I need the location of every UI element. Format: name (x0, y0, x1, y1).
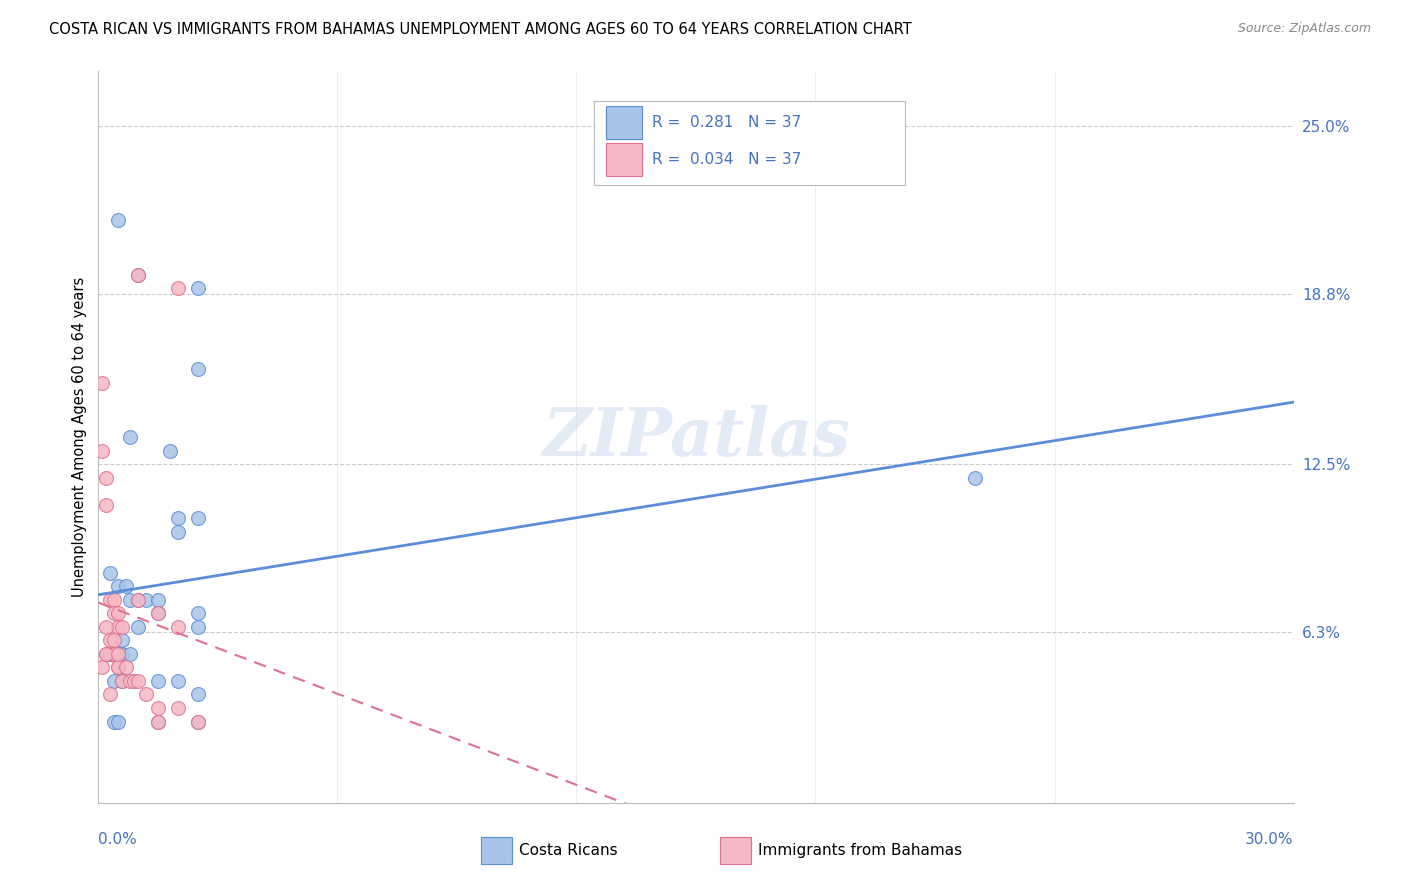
Point (135, 592, 157, 607)
Point (103, 714, 125, 729)
Point (96, 647, 118, 661)
Point (107, 647, 129, 661)
Point (107, 647, 129, 661)
Point (127, 673, 149, 688)
Point (107, 660, 129, 674)
Point (187, 281, 209, 295)
Point (107, 714, 129, 729)
Point (107, 660, 129, 674)
Point (111, 673, 134, 688)
Point (148, 714, 170, 729)
Point (107, 620, 129, 634)
FancyBboxPatch shape (595, 101, 905, 185)
Text: COSTA RICAN VS IMMIGRANTS FROM BAHAMAS UNEMPLOYMENT AMONG AGES 60 TO 64 YEARS CO: COSTA RICAN VS IMMIGRANTS FROM BAHAMAS U… (49, 22, 912, 37)
Text: ZIPatlas: ZIPatlas (543, 405, 849, 469)
Point (96, 498, 118, 512)
Point (135, 688, 157, 702)
Point (187, 714, 209, 729)
Text: Costa Ricans: Costa Ricans (519, 843, 617, 858)
Point (187, 362, 209, 376)
Point (127, 268, 149, 282)
Point (187, 511, 209, 525)
Point (159, 443, 181, 458)
Point (127, 592, 149, 607)
FancyBboxPatch shape (481, 838, 512, 863)
Point (107, 606, 129, 620)
Point (115, 579, 138, 593)
Point (127, 268, 149, 282)
Point (103, 647, 125, 661)
Text: R =  0.034   N = 37: R = 0.034 N = 37 (652, 152, 801, 167)
Point (111, 633, 134, 648)
Point (187, 714, 209, 729)
Text: Immigrants from Bahamas: Immigrants from Bahamas (758, 843, 962, 858)
Point (98, 688, 122, 702)
Point (115, 660, 138, 674)
Point (167, 620, 190, 634)
FancyBboxPatch shape (720, 838, 751, 863)
Point (96, 647, 118, 661)
Point (167, 511, 190, 525)
Point (103, 647, 125, 661)
Point (98, 647, 122, 661)
Point (148, 714, 170, 729)
Point (107, 213, 129, 227)
Point (187, 606, 209, 620)
Text: Source: ZipAtlas.com: Source: ZipAtlas.com (1237, 22, 1371, 36)
Point (111, 647, 134, 661)
Point (103, 673, 125, 688)
FancyBboxPatch shape (606, 106, 643, 139)
Point (91, 443, 114, 458)
Point (127, 620, 149, 634)
Point (148, 606, 170, 620)
FancyBboxPatch shape (606, 143, 643, 176)
Point (124, 673, 146, 688)
Point (96, 471, 118, 485)
Point (107, 647, 129, 661)
Point (963, 471, 986, 485)
Point (187, 688, 209, 702)
Point (120, 647, 142, 661)
Text: 0.0%: 0.0% (98, 832, 138, 847)
Point (98, 592, 122, 607)
Point (187, 620, 209, 634)
Y-axis label: Unemployment Among Ages 60 to 64 years: Unemployment Among Ages 60 to 64 years (72, 277, 87, 598)
Point (98, 647, 122, 661)
Point (167, 673, 190, 688)
Point (167, 701, 190, 715)
Point (111, 673, 134, 688)
Point (120, 430, 142, 444)
Point (148, 592, 170, 607)
Point (96, 620, 118, 634)
Point (107, 579, 129, 593)
Point (167, 524, 190, 539)
Point (111, 620, 134, 634)
Point (103, 633, 125, 648)
Point (103, 592, 125, 607)
Point (91, 660, 114, 674)
Point (98, 566, 122, 580)
Point (120, 592, 142, 607)
Point (127, 592, 149, 607)
Point (148, 673, 170, 688)
Point (91, 376, 114, 390)
Point (120, 673, 142, 688)
Point (148, 701, 170, 715)
Text: R =  0.281   N = 37: R = 0.281 N = 37 (652, 115, 801, 130)
Point (167, 281, 190, 295)
Point (148, 606, 170, 620)
Text: 30.0%: 30.0% (1246, 832, 1294, 847)
Point (98, 633, 122, 648)
Point (103, 606, 125, 620)
